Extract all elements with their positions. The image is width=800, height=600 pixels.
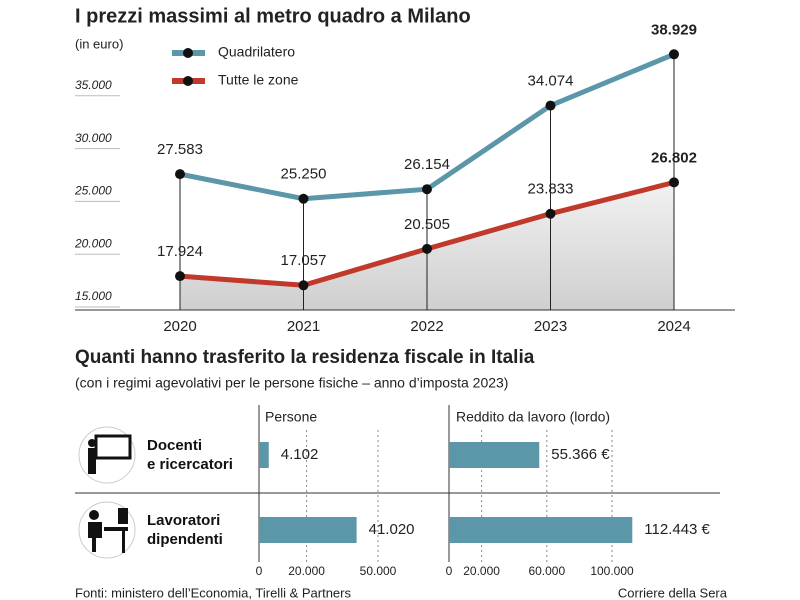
x-tick-label: 20.000	[288, 564, 325, 578]
legend-dot	[183, 48, 193, 58]
point	[175, 169, 185, 180]
value-label: 20.505	[404, 216, 450, 233]
panel-label: Reddito da lavoro (lordo)	[456, 409, 610, 425]
x-tick-label: 0	[256, 564, 263, 578]
x-tick-label: 2021	[287, 318, 320, 335]
x-tick-label: 2020	[163, 318, 196, 335]
y-tick-label: 20.000	[74, 236, 112, 250]
legend-label: Quadrilatero	[218, 44, 295, 60]
value-label: 38.929	[651, 21, 697, 38]
x-tick-label: 2024	[657, 318, 690, 335]
y-tick-label: 30.000	[75, 131, 112, 145]
chart-title: I prezzi massimi al metro quadro a Milan…	[75, 5, 471, 27]
x-tick-label: 20.000	[463, 564, 500, 578]
x-tick-label: 2022	[410, 318, 443, 335]
legend-dot	[183, 76, 193, 86]
bar	[259, 517, 357, 543]
value-label: 17.924	[157, 243, 203, 260]
section-title: Quanti hanno trasferito la residenza fis…	[75, 347, 535, 368]
category-label: Lavoratori dipendenti	[147, 512, 223, 548]
y-tick-label: 15.000	[75, 289, 112, 303]
point	[298, 193, 309, 204]
footer-source: Fonti: ministero dell’Economia, Tirelli …	[75, 585, 351, 600]
icon	[78, 501, 136, 559]
x-tick-label: 60.000	[528, 564, 565, 578]
point	[545, 208, 556, 219]
point	[298, 280, 309, 291]
point	[422, 243, 432, 254]
value-label: 55.366 €	[551, 446, 610, 463]
x-tick-label: 0	[446, 564, 453, 578]
x-tick-label: 100.000	[590, 564, 634, 578]
value-label: 4.102	[281, 446, 319, 463]
chart-subtitle: (in euro)	[75, 36, 123, 51]
point	[669, 49, 679, 60]
value-label: 26.802	[651, 149, 697, 166]
point	[175, 271, 185, 282]
value-label: 23.833	[528, 181, 574, 198]
bar	[449, 442, 540, 468]
footer-credit: Corriere della Sera	[618, 585, 728, 600]
bar	[449, 517, 633, 543]
value-label: 25.250	[281, 166, 327, 183]
value-label: 112.443 €	[644, 521, 710, 538]
category-label: Docenti e ricercatori	[147, 437, 233, 473]
x-tick-label: 2023	[534, 318, 567, 335]
value-label: 26.154	[404, 156, 450, 173]
point	[545, 100, 556, 111]
value-label: 41.020	[369, 521, 415, 538]
bar	[259, 442, 269, 468]
section-subtitle: (con i regimi agevolativi per le persone…	[75, 375, 508, 391]
point	[422, 184, 432, 195]
panel-label: Persone	[265, 409, 317, 425]
y-tick-label: 35.000	[75, 78, 112, 92]
value-label: 34.074	[528, 73, 574, 90]
value-label: 27.583	[157, 141, 203, 158]
point	[669, 177, 679, 188]
y-tick-label: 25.000	[74, 184, 112, 198]
legend-label: Tutte le zone	[218, 72, 299, 88]
icon	[78, 426, 136, 484]
x-tick-label: 50.000	[360, 564, 397, 578]
value-label: 17.057	[281, 252, 327, 269]
